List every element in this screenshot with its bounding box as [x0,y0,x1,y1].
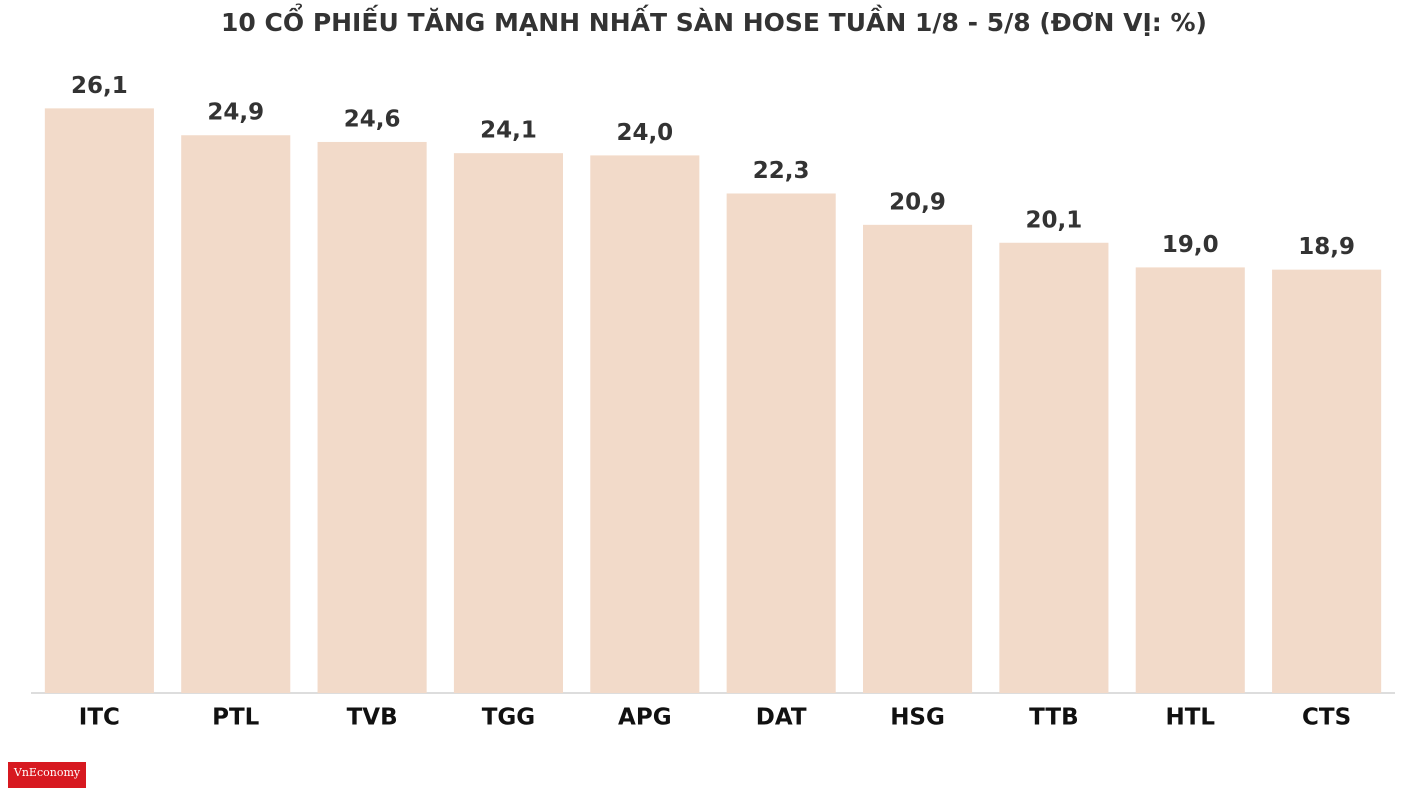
value-label: 26,1 [71,73,128,99]
value-label: 24,6 [344,106,401,132]
value-label: 24,9 [207,100,264,126]
bar [862,224,973,693]
logo-box [8,762,86,788]
bar [181,135,291,694]
x-tick-label: HSG [890,705,945,731]
x-tick-label: TTB [1029,705,1078,731]
value-label: 22,3 [753,158,810,184]
bar [453,153,564,693]
value-label: 24,0 [616,120,673,146]
bar [999,242,1109,693]
bar [317,141,427,693]
bar [44,108,154,694]
x-tick-label: CTS [1302,705,1351,731]
x-tick-label: HTL [1165,705,1215,731]
x-tick-label: TVB [347,705,398,731]
value-label: 20,1 [1026,207,1083,233]
chart-title: 10 CỔ PHIẾU TĂNG MẠNH NHẤT SÀN HOSE TUẦN… [221,2,1207,37]
value-label: 19,0 [1162,232,1219,258]
bar [590,155,700,693]
bar [726,193,836,694]
value-label: 18,9 [1298,234,1355,260]
x-tick-label: PTL [212,705,260,731]
bar [1272,269,1382,693]
value-label: 24,1 [480,118,537,144]
x-tick-label: APG [618,705,672,731]
logo: VnEconomy [13,766,81,779]
x-tick-label: DAT [756,705,807,731]
value-label: 20,9 [889,189,946,215]
x-tick-label: ITC [79,705,120,731]
x-tick-label: TGG [482,705,535,731]
bar [1135,267,1245,693]
